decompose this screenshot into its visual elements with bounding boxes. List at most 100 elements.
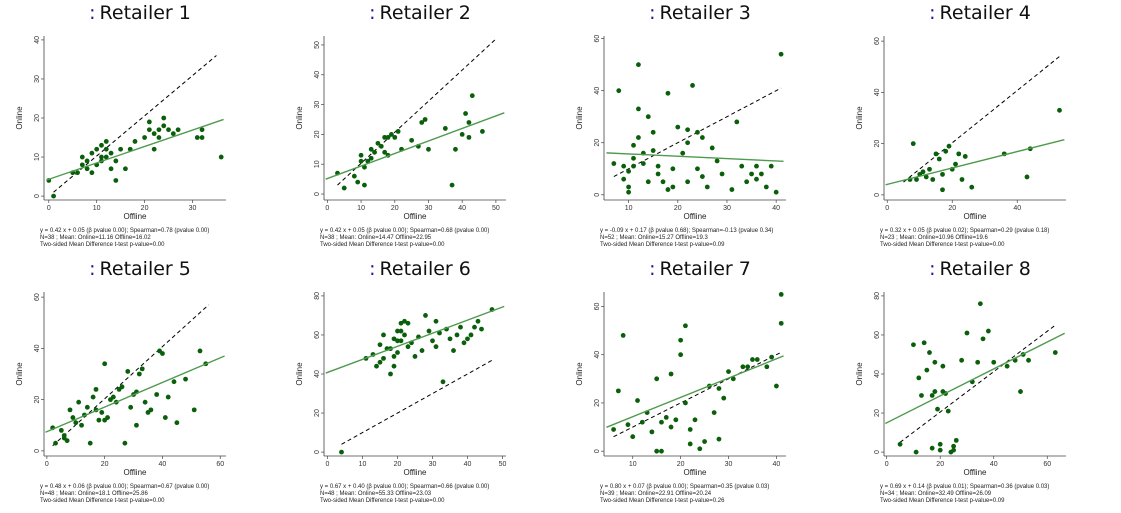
- x-tick-label: 10: [357, 205, 365, 212]
- data-point: [716, 436, 722, 442]
- x-tick-label: 20: [101, 461, 109, 468]
- data-point: [719, 171, 725, 177]
- title-colon: :: [369, 2, 376, 24]
- data-point: [1057, 107, 1062, 113]
- data-point: [650, 129, 656, 135]
- y-tick-label: 40: [34, 36, 41, 44]
- data-point: [940, 171, 945, 177]
- fit-line: [606, 355, 784, 428]
- data-point: [916, 375, 922, 381]
- x-axis-title: Offline: [964, 212, 988, 221]
- y-tick-label: 40: [594, 351, 601, 359]
- data-point: [419, 120, 425, 125]
- data-point: [635, 398, 640, 403]
- data-point: [461, 340, 467, 346]
- data-point: [1024, 174, 1030, 180]
- data-point: [385, 134, 391, 140]
- data-point: [969, 184, 975, 190]
- data-point: [132, 139, 138, 144]
- data-point: [919, 393, 924, 398]
- scatter-plot: 0 20 40 0 20 40 60 Offline Online: [855, 36, 1066, 221]
- title-text: Retailer 6: [379, 258, 471, 280]
- data-point: [930, 177, 936, 182]
- data-point: [951, 443, 956, 449]
- data-point: [113, 178, 119, 183]
- data-point: [75, 170, 80, 176]
- data-point: [151, 146, 157, 152]
- data-point: [102, 361, 108, 367]
- data-point: [355, 179, 361, 185]
- data-point: [716, 386, 722, 391]
- data-point: [951, 447, 956, 453]
- data-point: [175, 127, 181, 133]
- data-point: [932, 389, 938, 394]
- data-point: [191, 407, 197, 413]
- y-tick-label: 50: [314, 41, 321, 49]
- data-point: [125, 369, 131, 374]
- data-point: [412, 354, 418, 359]
- y-tick-label: 20: [874, 140, 881, 148]
- data-point: [611, 427, 616, 432]
- caption-line: y = -0.09 x + 0.17 (β pvalue 0.68); Spea…: [600, 228, 774, 234]
- data-point: [683, 400, 688, 406]
- data-point: [910, 141, 916, 147]
- data-point: [160, 351, 165, 356]
- data-point: [395, 338, 400, 344]
- data-point: [151, 131, 157, 137]
- data-point: [339, 449, 344, 455]
- chart-title: : Retailer 2: [280, 2, 560, 24]
- y-tick-label: 60: [34, 293, 41, 301]
- caption-line: N=23 ; Mean: Online=10.96 Offline=19.6: [880, 235, 988, 241]
- data-point: [659, 419, 664, 425]
- caption-line: N=38 ; Mean: Online=14.47 Offline=22.95: [320, 235, 432, 241]
- data-point: [368, 146, 374, 152]
- x-tick-label: 10: [359, 461, 367, 468]
- data-point: [744, 179, 750, 185]
- y-tick-label: 0: [594, 449, 601, 453]
- data-point: [1004, 363, 1010, 369]
- data-point: [697, 446, 703, 452]
- data-point: [382, 134, 388, 140]
- x-tick-label: 20: [391, 205, 399, 212]
- data-point: [136, 371, 142, 377]
- caption-line: y = 0.80 x + 0.07 (β pvalue 0.00); Spear…: [600, 484, 770, 490]
- data-point: [128, 404, 134, 410]
- data-point: [113, 158, 119, 164]
- y-tick-label: 0: [34, 194, 41, 198]
- data-point: [166, 127, 171, 133]
- data-point: [469, 93, 475, 99]
- data-point: [398, 320, 404, 326]
- y-tick-label: 20: [594, 139, 601, 147]
- y-tick-label: 20: [874, 409, 881, 417]
- x-axis-title: Offline: [404, 468, 428, 477]
- diagonal-line: [52, 304, 210, 447]
- title-text: Retailer 3: [659, 2, 751, 24]
- y-tick-label: 40: [874, 88, 881, 96]
- data-point: [395, 129, 401, 134]
- data-point: [391, 336, 397, 342]
- diagonal-line: [903, 56, 1060, 183]
- data-point: [768, 163, 774, 169]
- x-tick-label: 40: [458, 205, 466, 212]
- y-tick-label: 0: [594, 193, 601, 197]
- data-point: [423, 313, 428, 318]
- data-point: [750, 357, 755, 362]
- scatter-plot: 10 20 30 40 0 20 40 60 Offline Online: [575, 35, 786, 221]
- data-point: [466, 120, 472, 125]
- data-point: [937, 447, 943, 453]
- data-point: [122, 440, 128, 446]
- y-tick-label: 80: [874, 292, 881, 300]
- y-tick-label: 80: [314, 292, 321, 300]
- data-point: [975, 359, 981, 365]
- data-point: [631, 163, 636, 169]
- y-tick-label: 60: [594, 35, 601, 43]
- x-tick-label: 20: [948, 205, 956, 212]
- data-point: [391, 363, 397, 369]
- data-point: [162, 415, 168, 420]
- data-point: [778, 292, 784, 297]
- y-tick-label: 40: [314, 71, 321, 79]
- data-point: [67, 407, 73, 413]
- data-point: [480, 129, 485, 134]
- data-point: [362, 182, 367, 188]
- title-colon: :: [89, 2, 96, 24]
